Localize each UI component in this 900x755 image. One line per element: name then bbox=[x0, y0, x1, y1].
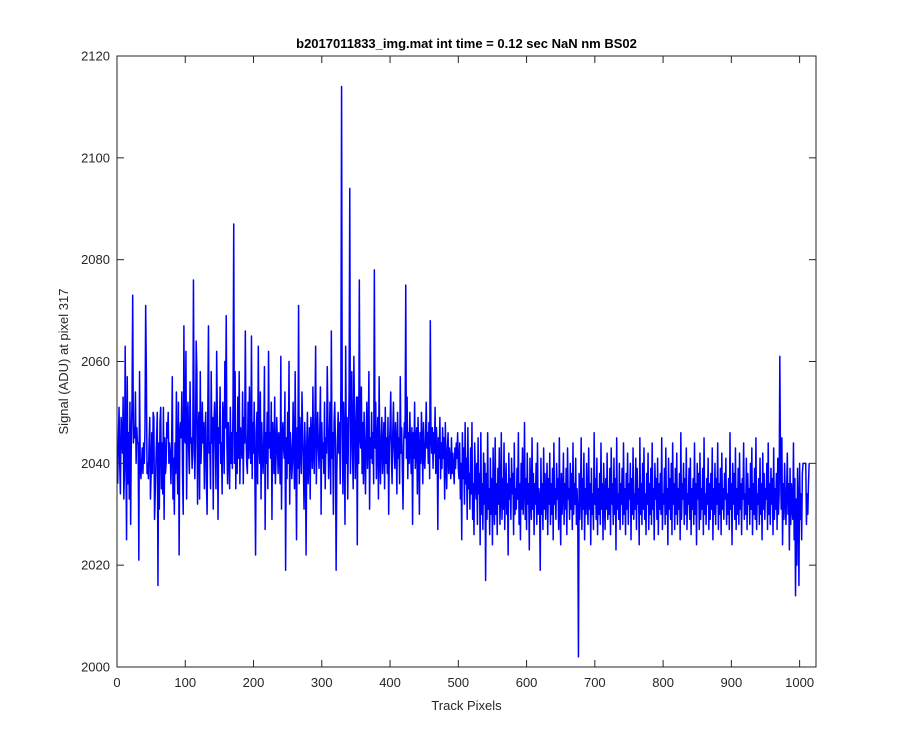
x-tick-label: 100 bbox=[174, 675, 196, 690]
y-tick-label: 2120 bbox=[81, 49, 110, 64]
x-tick-label: 900 bbox=[721, 675, 743, 690]
y-tick-label: 2020 bbox=[81, 558, 110, 573]
x-axis: 0 100 200 300 400 500 600 700 800 900 1000 bbox=[113, 56, 814, 690]
y-tick-label: 2080 bbox=[81, 252, 110, 267]
y-axis-label: Signal (ADU) at pixel 317 bbox=[56, 289, 71, 435]
y-tick-label: 2100 bbox=[81, 150, 110, 165]
x-tick-label: 800 bbox=[652, 675, 674, 690]
y-tick-label: 2000 bbox=[81, 660, 110, 675]
y-tick-label: 2060 bbox=[81, 354, 110, 369]
x-tick-label: 500 bbox=[447, 675, 469, 690]
x-tick-label: 0 bbox=[113, 675, 120, 690]
series-layer bbox=[116, 85, 810, 658]
y-axis: 2000 2020 2040 2060 2080 2100 2120 bbox=[81, 49, 816, 675]
x-tick-label: 1000 bbox=[785, 675, 814, 690]
y-tick-label: 2040 bbox=[81, 456, 110, 471]
series-line-0 bbox=[116, 85, 810, 658]
x-tick-label: 300 bbox=[311, 675, 333, 690]
x-tick-label: 200 bbox=[243, 675, 265, 690]
x-tick-label: 600 bbox=[516, 675, 538, 690]
x-tick-label: 700 bbox=[584, 675, 606, 690]
plot-area bbox=[117, 56, 816, 667]
chart-title: b2017011833_img.mat int time = 0.12 sec … bbox=[296, 36, 637, 51]
x-axis-label: Track Pixels bbox=[431, 698, 502, 713]
x-tick-label: 400 bbox=[379, 675, 401, 690]
